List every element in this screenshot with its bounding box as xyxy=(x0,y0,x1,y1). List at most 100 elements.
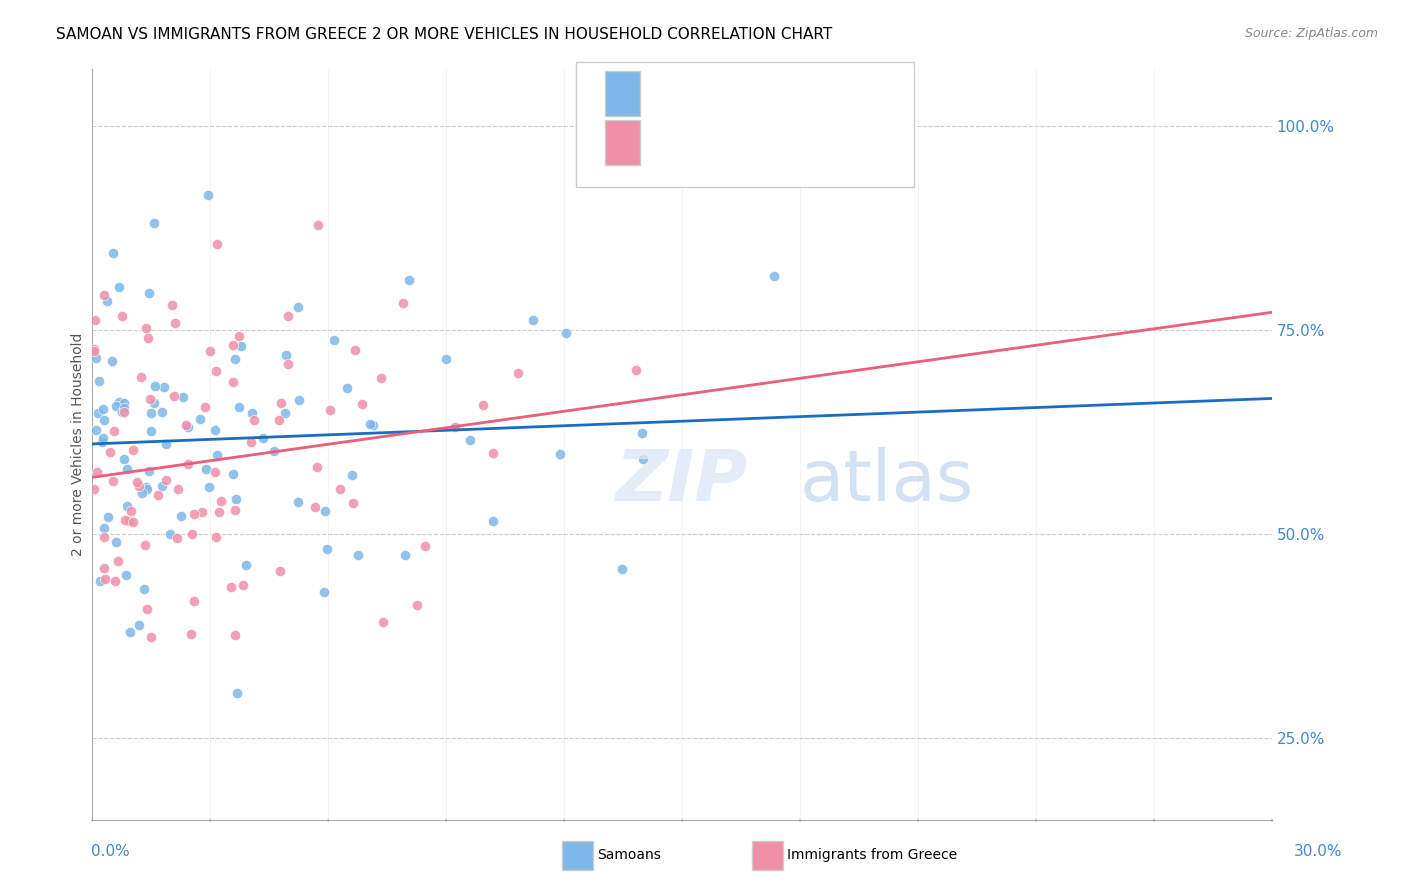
Point xyxy=(370,371,392,385)
Point xyxy=(129,369,152,384)
Point xyxy=(277,357,299,371)
Point xyxy=(127,475,149,489)
Point xyxy=(90,434,112,449)
Point xyxy=(86,465,108,479)
Point xyxy=(209,493,232,508)
Point xyxy=(83,483,105,497)
Point xyxy=(482,514,505,528)
Point xyxy=(138,464,160,478)
Point xyxy=(134,538,156,552)
Point xyxy=(93,288,115,302)
Point xyxy=(243,413,266,427)
Point xyxy=(104,574,127,588)
Point xyxy=(343,343,366,357)
Point xyxy=(194,461,217,475)
Point xyxy=(222,376,245,390)
Point xyxy=(112,401,135,416)
Point xyxy=(633,452,655,467)
Point xyxy=(101,837,124,851)
Text: SAMOAN VS IMMIGRANTS FROM GREECE 2 OR MORE VEHICLES IN HOUSEHOLD CORRELATION CHA: SAMOAN VS IMMIGRANTS FROM GREECE 2 OR MO… xyxy=(56,27,832,42)
Point xyxy=(115,462,138,476)
Point xyxy=(359,417,381,432)
Point xyxy=(288,392,311,407)
Text: Immigrants from Greece: Immigrants from Greece xyxy=(787,848,957,863)
Point xyxy=(232,578,254,592)
Point xyxy=(277,310,299,324)
Point xyxy=(398,273,420,287)
Point xyxy=(89,574,111,589)
Point xyxy=(336,381,359,395)
Point xyxy=(93,561,115,575)
Point xyxy=(198,344,221,359)
Point xyxy=(132,582,155,597)
Point xyxy=(314,504,336,518)
Point xyxy=(180,626,202,640)
Point xyxy=(224,628,246,642)
Point xyxy=(174,417,197,432)
Point xyxy=(122,443,145,458)
Point xyxy=(287,300,309,314)
Point xyxy=(240,435,263,450)
Point xyxy=(160,298,183,312)
Point xyxy=(612,562,634,576)
Point xyxy=(93,521,115,535)
Point xyxy=(762,268,785,283)
Point xyxy=(131,486,153,500)
Point xyxy=(101,246,124,260)
Point xyxy=(274,406,297,420)
Point xyxy=(624,363,647,377)
Point xyxy=(347,548,370,562)
Point xyxy=(329,482,352,496)
Point xyxy=(548,447,571,461)
Point xyxy=(405,598,427,612)
Point xyxy=(188,412,211,426)
Point xyxy=(166,532,188,546)
Point xyxy=(177,420,200,434)
Point xyxy=(108,395,131,409)
Point xyxy=(135,482,157,496)
Point xyxy=(205,530,228,544)
Point xyxy=(91,430,114,444)
Point xyxy=(183,593,205,607)
Point xyxy=(198,480,221,494)
Point xyxy=(263,444,285,458)
Point xyxy=(86,406,108,420)
Text: R = 0.257   N = 85: R = 0.257 N = 85 xyxy=(650,134,820,152)
Point xyxy=(155,437,177,451)
Point xyxy=(240,406,263,420)
Point xyxy=(122,515,145,529)
Point xyxy=(100,354,122,368)
Point xyxy=(307,218,329,232)
Point xyxy=(319,403,342,417)
Point xyxy=(101,474,124,488)
Point xyxy=(361,417,384,432)
Point xyxy=(392,296,415,310)
Point xyxy=(145,379,167,393)
Point xyxy=(413,539,436,553)
Point xyxy=(444,420,467,434)
Point xyxy=(89,374,111,388)
Point xyxy=(225,492,247,507)
Point xyxy=(229,339,252,353)
Point xyxy=(304,500,326,515)
Point xyxy=(221,338,243,352)
Point xyxy=(93,413,115,427)
Point xyxy=(340,468,363,483)
Point xyxy=(224,502,246,516)
Point xyxy=(228,400,250,414)
Point xyxy=(270,396,292,410)
Point xyxy=(91,401,114,416)
Point xyxy=(112,452,135,467)
Point xyxy=(153,380,176,394)
Text: atlas: atlas xyxy=(800,447,974,516)
Point xyxy=(110,405,132,419)
Text: ZIP: ZIP xyxy=(616,447,748,516)
Point xyxy=(98,445,121,459)
Point xyxy=(314,585,336,599)
Point xyxy=(436,352,458,367)
Point xyxy=(163,316,186,330)
Text: 0.0%: 0.0% xyxy=(91,845,131,859)
Point xyxy=(84,423,107,437)
Point xyxy=(155,473,177,487)
Point xyxy=(163,389,186,403)
